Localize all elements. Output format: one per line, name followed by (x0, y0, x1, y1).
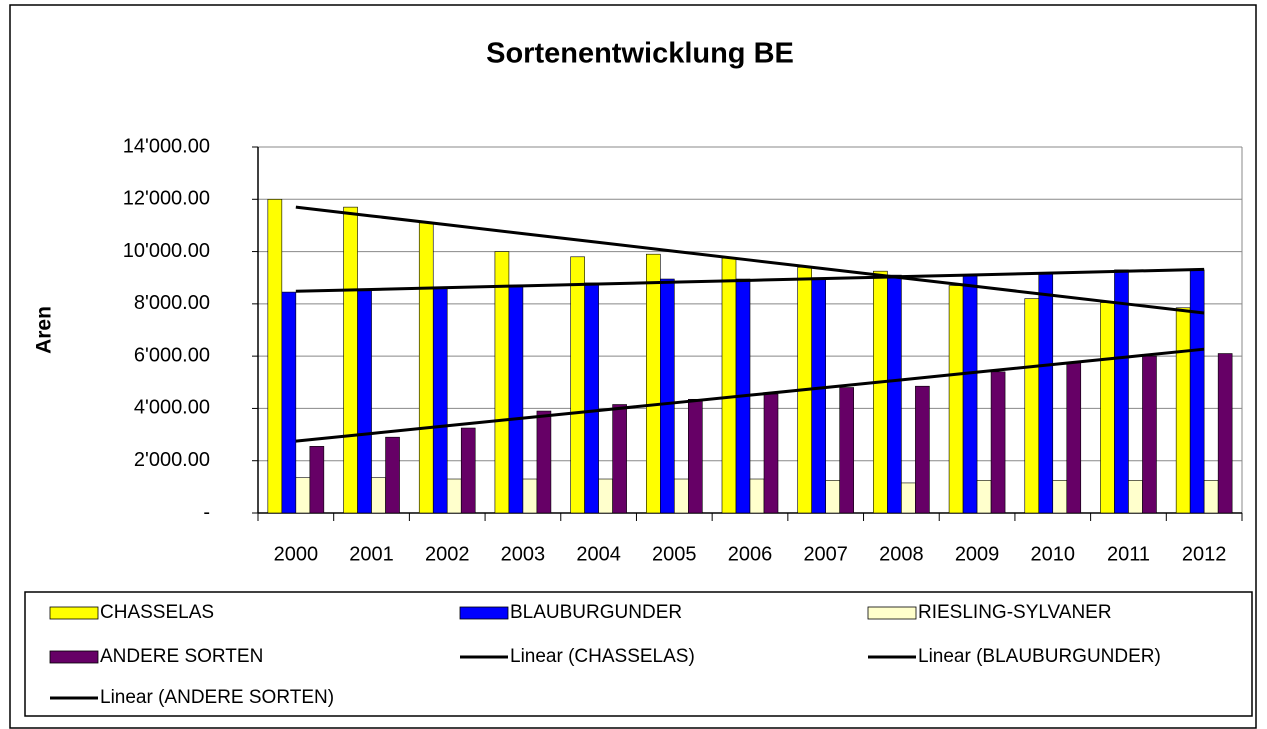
y-tick-label: 10'000.00 (123, 240, 210, 262)
bar (763, 393, 779, 514)
y-tick-label: 14'000.00 (123, 135, 210, 157)
bar (385, 436, 400, 514)
bar (1175, 307, 1191, 514)
bar (825, 480, 840, 514)
x-tick-label: 2012 (1182, 543, 1227, 565)
bar (508, 285, 524, 514)
y-tick-label: - (203, 501, 210, 523)
bar (674, 478, 689, 514)
bar (357, 290, 372, 514)
bar (281, 291, 297, 514)
bar (962, 274, 978, 514)
bar (721, 257, 737, 514)
bar (612, 404, 627, 514)
trend-line (295, 347, 1205, 443)
bar (1142, 355, 1157, 514)
bar (839, 387, 854, 514)
bar (1024, 298, 1040, 514)
trend-line (295, 205, 1205, 315)
bar (1052, 480, 1068, 514)
bar (343, 206, 358, 514)
bar (536, 410, 552, 514)
legend-swatch (49, 606, 99, 620)
bar (1189, 269, 1205, 514)
legend-label: BLAUBURGUNDER (510, 602, 682, 623)
bar (749, 478, 765, 514)
bar (915, 385, 930, 514)
x-tick-label: 2009 (955, 543, 1000, 565)
y-tick-label: 4'000.00 (134, 397, 210, 419)
bar (309, 446, 325, 514)
legend-label: RIESLING-SYLVANER (918, 602, 1112, 623)
trend-line (295, 267, 1205, 293)
legend-label: Linear (ANDERE SORTEN) (100, 687, 334, 708)
y-tick-label: 2'000.00 (134, 449, 210, 471)
bar (646, 253, 661, 514)
x-tick-label: 2003 (501, 543, 546, 565)
bar (267, 198, 283, 514)
bar (1114, 269, 1129, 514)
bar (1217, 353, 1233, 514)
bar (460, 427, 476, 514)
bar (494, 251, 510, 514)
legend-swatch (49, 650, 99, 664)
x-tick-label: 2007 (803, 543, 848, 565)
bar (901, 482, 916, 514)
legend-label: CHASSELAS (100, 602, 214, 623)
x-tick-label: 2004 (576, 543, 621, 565)
chart-title: Sortenentwicklung BE (486, 38, 794, 70)
bar (522, 478, 538, 514)
bar (570, 256, 585, 514)
x-tick-label: 2000 (274, 543, 319, 565)
y-tick-label: 8'000.00 (134, 292, 210, 314)
legend-label: Linear (CHASSELAS) (510, 646, 695, 667)
bar (584, 282, 599, 514)
bar (432, 287, 448, 514)
x-tick-label: 2008 (879, 543, 924, 565)
legend-label: ANDERE SORTEN (100, 646, 263, 667)
bar (873, 270, 888, 514)
x-tick-label: 2001 (349, 543, 394, 565)
x-tick-label: 2010 (1031, 543, 1076, 565)
bar (1038, 272, 1054, 514)
y-tick-label: 6'000.00 (134, 344, 210, 366)
bar (660, 278, 675, 514)
bar (1100, 302, 1115, 514)
y-axis-label: Aren (33, 306, 56, 354)
x-tick-label: 2002 (425, 543, 470, 565)
x-tick-label: 2011 (1107, 543, 1150, 565)
legend-swatch (867, 606, 917, 620)
bar (1066, 362, 1082, 514)
y-tick-label: 12'000.00 (123, 188, 210, 210)
x-tick-label: 2005 (652, 543, 697, 565)
bar (446, 478, 462, 514)
bar (990, 371, 1006, 514)
bar (371, 477, 386, 514)
legend-swatch (459, 606, 509, 620)
bar (1128, 480, 1143, 514)
bar (598, 478, 613, 514)
legend-box (24, 591, 1253, 717)
bar (887, 274, 902, 514)
bar (418, 222, 434, 514)
x-tick-label: 2006 (728, 543, 773, 565)
bar (1203, 480, 1219, 514)
bar (688, 398, 703, 514)
bar (295, 477, 311, 514)
bar (811, 277, 826, 514)
bar (948, 285, 964, 514)
bar (976, 480, 992, 514)
legend-label: Linear (BLAUBURGUNDER) (918, 646, 1161, 667)
